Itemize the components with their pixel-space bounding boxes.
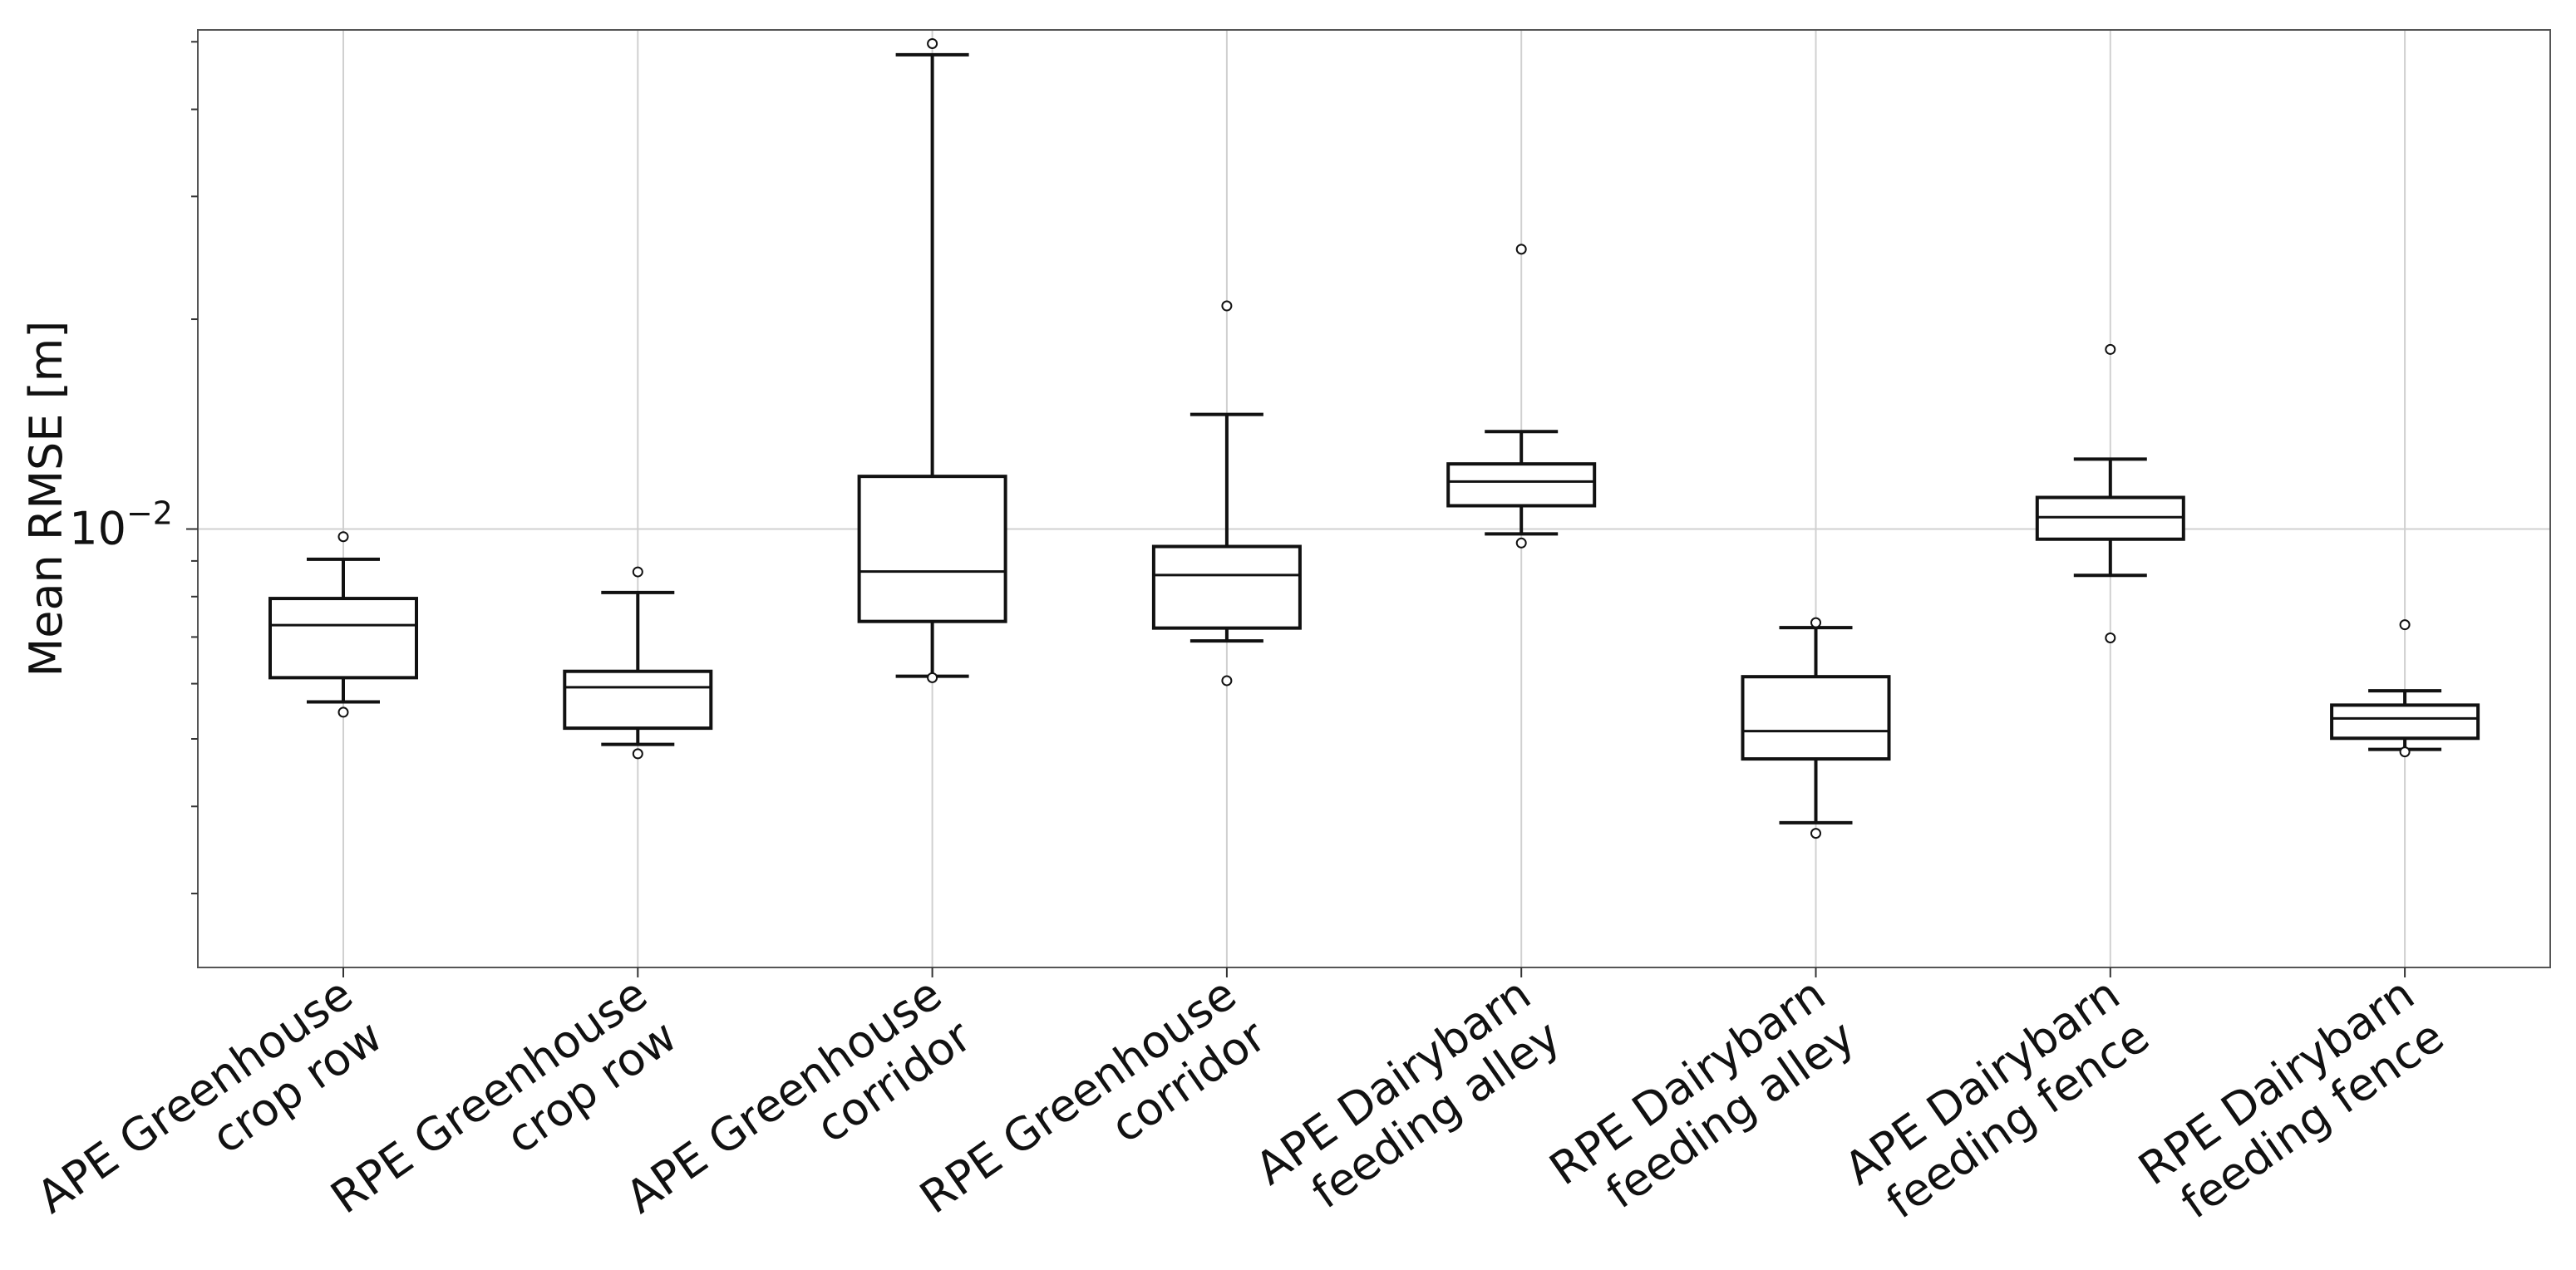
outlier-point [927, 672, 938, 683]
iqr-box [1741, 675, 1891, 761]
outlier-point [927, 37, 938, 49]
plot-frame [197, 29, 2551, 968]
outlier-point [2105, 343, 2116, 355]
box-group [2035, 343, 2185, 643]
outlier-point [632, 566, 643, 578]
outlier-point [337, 531, 349, 543]
iqr-box [2330, 703, 2480, 741]
outlier-point [1810, 617, 1821, 628]
y-axis-label: Mean RMSE [m] [20, 321, 72, 677]
x-tick-label: APE Greenhousecorridor [617, 967, 982, 1266]
outlier-point [1515, 244, 1527, 255]
x-tick-label: RPE Dairybarnfeeding alley [1540, 967, 1864, 1238]
y-tick-label: 10−2 [69, 495, 173, 555]
grid-layer [198, 30, 2550, 967]
iqr-box [1446, 462, 1597, 508]
outlier-point [1515, 537, 1527, 549]
x-tick-label: RPE Greenhousecrop row [322, 967, 686, 1266]
x-tick-label: APE Greenhousecrop row [27, 967, 392, 1266]
x-tick-label: APE Dairybarnfeeding alley [1246, 967, 1569, 1238]
x-tick-label: RPE Dairybarnfeeding fence [2130, 967, 2454, 1238]
iqr-box [857, 475, 1007, 623]
outlier-point [2399, 619, 2411, 631]
box-group [2330, 619, 2480, 758]
outlier-point [1810, 828, 1821, 839]
iqr-box [268, 597, 418, 680]
x-tick-label: APE Dairybarnfeeding fence [1835, 967, 2159, 1238]
outlier-point [337, 706, 349, 718]
iqr-box [1151, 544, 1302, 630]
box-group [563, 566, 713, 760]
outlier-point [632, 748, 643, 760]
outlier-point [1221, 675, 1233, 687]
boxes-layer [268, 37, 2480, 839]
iqr-box [563, 669, 713, 731]
box-group [1151, 300, 1302, 687]
outlier-point [1221, 300, 1233, 312]
box-group [268, 531, 418, 718]
outlier-point [2399, 746, 2411, 758]
box-group [1741, 617, 1891, 839]
axis-layer: 10−2 [69, 41, 2406, 977]
box-group [857, 37, 1007, 683]
outlier-point [2105, 632, 2116, 643]
box-group [1446, 244, 1597, 549]
x-tick-label: RPE Greenhousecorridor [910, 967, 1275, 1267]
